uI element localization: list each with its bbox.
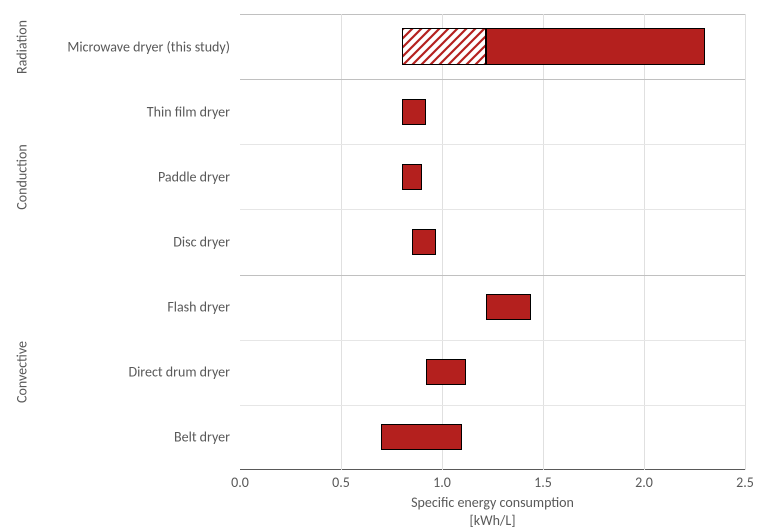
bar-segment [402, 99, 426, 125]
group-divider [240, 275, 745, 276]
row-divider [240, 209, 745, 210]
group-divider [240, 79, 745, 80]
bar-segment [402, 28, 487, 64]
gridline [745, 14, 746, 470]
gridline [442, 14, 443, 470]
bar-segment [486, 28, 704, 64]
plot-area: 0.00.51.01.52.02.5Microwave dryer (this … [240, 14, 745, 470]
row-label: Belt dryer [174, 429, 240, 446]
group-label: Conduction [14, 144, 31, 209]
bar-segment [402, 164, 422, 190]
row-label: Flash dryer [167, 299, 240, 316]
bar-segment [381, 424, 462, 450]
row-divider [240, 405, 745, 406]
gridline [644, 14, 645, 470]
x-tick-label: 1.0 [433, 470, 451, 491]
row-divider [240, 144, 745, 145]
row-label: Disc dryer [173, 234, 240, 251]
x-tick-label: 2.5 [736, 470, 754, 491]
group-label: Radiation [14, 20, 31, 74]
x-tick-label: 1.5 [534, 470, 552, 491]
x-tick-label: 0.5 [332, 470, 350, 491]
energy-consumption-chart: 0.0 0.5 1.0 1.5 2.0 2.5 Microwave dryer (this … [0, 0, 768, 530]
bar-segment [486, 294, 530, 320]
plot-top-border [240, 14, 745, 15]
bar-segment [426, 359, 466, 385]
x-axis-label-line1: Specific energy consumption [240, 494, 745, 511]
gridline [543, 14, 544, 470]
x-tick-label: 2.0 [635, 470, 653, 491]
row-label: Thin film dryer [147, 103, 240, 120]
x-tick-label: 0.0 [231, 470, 249, 491]
gridline [341, 14, 342, 470]
plot-bottom-border [240, 469, 745, 470]
row-divider [240, 340, 745, 341]
row-label: Paddle dryer [158, 168, 240, 185]
x-axis-label-line2: [kWh/L] [240, 512, 745, 529]
row-label: Microwave dryer (this study) [67, 38, 240, 55]
bar-segment [412, 229, 436, 255]
row-label: Direct drum dryer [128, 364, 240, 381]
group-label: Convective [14, 341, 31, 403]
